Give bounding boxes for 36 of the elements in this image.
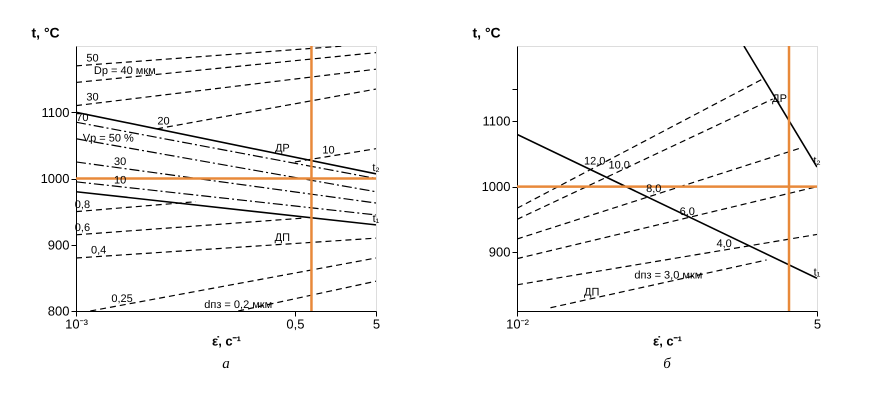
- annotation: 20: [157, 115, 170, 128]
- annotation: t₂: [372, 162, 380, 174]
- y-tick-label: 1100: [482, 114, 510, 129]
- annotation: t₁: [372, 212, 380, 225]
- y-tick-label: 1000: [40, 171, 70, 186]
- annotation: ДП: [584, 286, 600, 299]
- y-axis-title: t, °C: [32, 24, 60, 40]
- x-tick-label: 0,5: [286, 316, 304, 332]
- y-axis-title: t, °C: [472, 24, 501, 40]
- annotation: 10: [322, 144, 335, 157]
- x-tick-label: 5: [814, 316, 822, 332]
- x-axis-title: ε̇, с⁻¹: [653, 334, 682, 348]
- annotation: 50: [86, 52, 99, 65]
- y-tick-label: 900: [48, 237, 70, 252]
- y-tick-label: 1100: [42, 104, 70, 120]
- annotation: Vр = 50 %: [82, 132, 134, 145]
- annotation: 10,0: [608, 160, 630, 172]
- x-tick-label: 10⁻²: [506, 316, 530, 332]
- annotation: 12,0: [584, 156, 606, 168]
- text: б: [663, 356, 672, 372]
- y-tick-label: 1000: [482, 179, 510, 194]
- annotation: 0,4: [90, 244, 106, 257]
- annotation: ДП: [274, 232, 290, 244]
- y-tick-label: 900: [488, 244, 510, 260]
- text: а: [222, 356, 230, 372]
- x-axis-title: ε̇, с⁻¹: [212, 334, 241, 348]
- annotation: 30: [114, 156, 126, 168]
- annotation: 30: [86, 92, 99, 104]
- x-tick-label: 10⁻³: [65, 316, 89, 332]
- annotation: Dр = 40 мкм: [94, 65, 156, 78]
- annotation: t₁: [814, 266, 821, 278]
- annotation: 0,25: [111, 293, 133, 306]
- annotation: 4,0: [716, 238, 732, 250]
- annotation: ДР: [274, 142, 290, 155]
- x-tick-label: 5: [372, 316, 380, 332]
- y-tick-label: 800: [48, 304, 70, 318]
